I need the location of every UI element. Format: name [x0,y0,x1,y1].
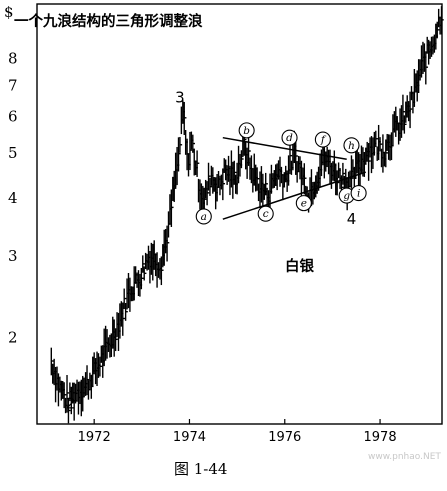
sub-wave-circle [295,195,312,212]
sub-wave-circle [281,129,298,146]
x-tick-label-1972: 1972 [78,430,111,445]
sub-wave-letter: a [201,211,207,223]
sub-wave-circle [350,185,367,202]
watermark-text: www.pnhao.NET [368,452,441,462]
x-tick-label-1978: 1978 [364,430,397,445]
sub-wave-f: f [314,131,331,148]
sub-wave-a: a [195,208,212,225]
sub-wave-letter: f [320,134,327,146]
figure-caption: 图 1-44 [174,460,227,478]
sub-wave-circle [257,205,274,222]
y-tick-label-3: 3 [8,247,18,265]
price-bars [50,6,444,424]
sub-wave-letter: g [343,190,350,202]
sub-wave-circle [238,122,255,139]
y-tick-label-7: 7 [8,77,18,95]
sub-wave-letter: h [348,140,355,152]
sub-wave-d: d [281,129,298,146]
sub-wave-circle [314,131,331,148]
x-axis-ticks: 1972 1974 1976 1978 [78,419,397,445]
sub-wave-i: i [350,185,367,202]
sub-wave-letter: d [286,132,293,144]
trendline-upper [222,136,347,161]
chart-title: 一个九浪结构的三角形调整浪 [14,12,203,30]
currency-symbol: $ [4,3,14,21]
wave-label-2: 2 [66,394,76,412]
x-tick-label-1974: 1974 [173,430,206,445]
sub-wave-e: e [295,195,312,212]
sub-wave-letter: e [301,198,307,210]
y-tick-label-8: 8 [8,50,18,68]
sub-wave-markers: a b c d e f g h i [195,122,367,225]
sub-wave-c: c [257,205,274,222]
wave-labels: 2 3 4 [66,88,357,412]
wave-label-3: 3 [175,88,185,106]
sub-wave-circle [195,208,212,225]
y-tick-label-5: 5 [8,144,18,162]
x-tick-label-1976: 1976 [268,430,301,445]
sub-wave-letter: i [357,188,360,200]
wave-label-4: 4 [347,210,357,228]
sub-wave-h: h [343,137,360,154]
y-tick-label-2: 2 [8,328,18,346]
sub-wave-letter: c [263,208,269,220]
sub-wave-b: b [238,122,255,139]
plot-frame [36,3,443,425]
y-tick-label-4: 4 [8,189,18,207]
silver-annotation: 白银 [285,257,314,275]
y-tick-label-6: 6 [8,108,18,126]
y-axis-ticks: 2 3 4 5 6 7 8 [8,50,18,347]
triangle-trendlines [222,136,366,220]
trendline-lower [222,171,366,220]
sub-wave-circle [343,137,360,154]
sub-wave-letter: b [243,125,250,137]
